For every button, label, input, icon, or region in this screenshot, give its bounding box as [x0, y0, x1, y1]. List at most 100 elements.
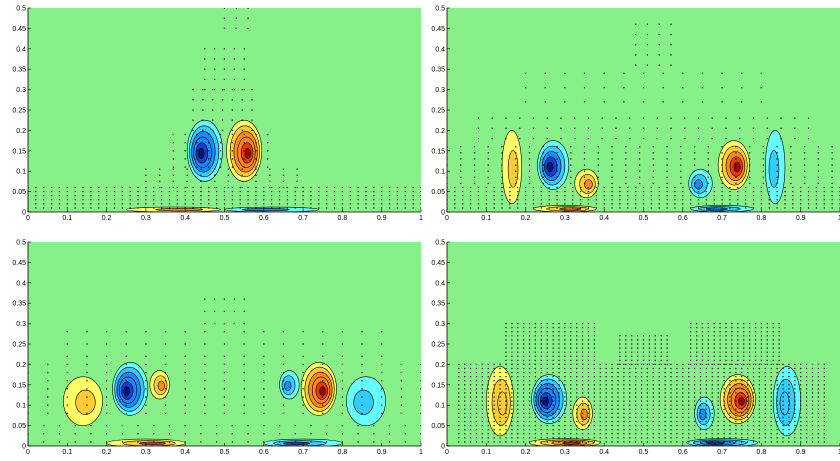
sample-point — [611, 199, 613, 201]
sample-point — [214, 78, 216, 80]
sample-point — [617, 420, 619, 423]
sample-point — [666, 335, 668, 337]
sample-point — [635, 392, 637, 394]
sample-points — [28, 298, 421, 443]
y-tick-label: 0.35 — [431, 67, 445, 74]
sample-point — [676, 396, 678, 398]
sample-point — [381, 203, 383, 205]
x-tick-label: 0.1 — [481, 215, 491, 222]
sample-point — [735, 146, 737, 148]
sample-point — [263, 412, 265, 414]
sample-point — [695, 347, 698, 349]
sample-point — [766, 351, 768, 353]
sample-point — [227, 174, 230, 176]
sample-point — [817, 429, 819, 431]
sample-point — [642, 199, 645, 201]
sample-point — [625, 170, 627, 172]
sample-point — [587, 343, 590, 345]
sample-point — [658, 396, 660, 398]
sample-point — [583, 182, 586, 185]
sample-point — [546, 137, 548, 140]
sample-point — [576, 396, 578, 398]
sample-point — [361, 388, 363, 390]
sample-point — [475, 363, 478, 365]
sample-point — [800, 429, 802, 431]
sample-point — [477, 195, 480, 197]
sample-point — [623, 400, 625, 402]
sample-point — [778, 339, 780, 341]
sample-point — [511, 331, 513, 333]
sample-point — [145, 331, 147, 333]
sample-point — [670, 437, 672, 439]
sample-point — [587, 380, 590, 382]
sample-point — [640, 380, 643, 382]
sample-point — [231, 186, 233, 189]
sample-point — [570, 339, 572, 341]
sample-point — [581, 404, 584, 406]
sample-point — [576, 323, 578, 325]
sample-point — [764, 388, 766, 390]
sample-point — [505, 327, 507, 329]
sample-point — [247, 203, 249, 205]
sample-point — [546, 343, 548, 345]
sample-point — [43, 207, 45, 209]
sample-point — [243, 78, 245, 80]
sample-point — [776, 441, 778, 443]
sample-point — [701, 335, 704, 337]
sample-point — [145, 412, 147, 414]
contour-level — [584, 179, 593, 190]
sample-point — [219, 142, 222, 144]
sample-point — [701, 359, 704, 361]
sample-point — [540, 408, 542, 410]
sample-point — [341, 195, 343, 197]
sample-point — [412, 207, 414, 209]
sample-point — [719, 351, 721, 353]
sample-point — [241, 109, 243, 111]
sample-point — [223, 8, 226, 9]
sample-point — [635, 376, 637, 378]
sample-point — [278, 425, 281, 427]
sample-point — [540, 363, 542, 365]
x-tick-label: 0.6 — [259, 215, 269, 222]
sample-point — [525, 72, 527, 74]
sample-point — [200, 174, 202, 176]
sample-point — [263, 441, 265, 443]
sample-point — [735, 363, 737, 365]
sample-point — [699, 380, 702, 382]
sample-point — [464, 408, 466, 410]
sample-point — [735, 404, 737, 406]
sample-point — [192, 199, 194, 201]
sample-point — [548, 191, 550, 193]
sample-point — [788, 367, 790, 370]
sample-point — [707, 363, 709, 365]
sample-point — [587, 396, 590, 398]
contour-panel-3: 0 0.1 0.2 0.3 0.4 0.5 0.6 0.7 0.8 0.9 100.050.10.1… — [12, 240, 423, 457]
sample-point — [619, 363, 621, 365]
sample-point — [770, 433, 772, 435]
sample-point — [788, 404, 790, 406]
sample-point — [517, 400, 519, 402]
sample-point — [776, 388, 778, 390]
sample-point — [778, 327, 780, 329]
sample-point — [778, 351, 780, 353]
sample-point — [652, 404, 654, 406]
sample-point — [552, 412, 554, 414]
sample-point — [357, 203, 359, 205]
sample-point — [605, 371, 607, 374]
sample-point — [603, 101, 605, 103]
sample-point — [713, 327, 715, 329]
sample-point — [741, 429, 743, 431]
sample-points — [458, 323, 825, 443]
sample-point — [749, 351, 751, 353]
sample-point — [815, 203, 818, 205]
positive-vortex — [501, 130, 522, 205]
sample-point — [739, 127, 741, 129]
sample-point — [564, 351, 566, 353]
sample-point — [388, 441, 391, 443]
sample-point — [552, 404, 554, 406]
sample-point — [817, 392, 819, 394]
sample-point — [752, 433, 755, 435]
sample-point — [528, 355, 531, 357]
sample-point — [807, 191, 810, 193]
sample-point — [629, 363, 631, 365]
